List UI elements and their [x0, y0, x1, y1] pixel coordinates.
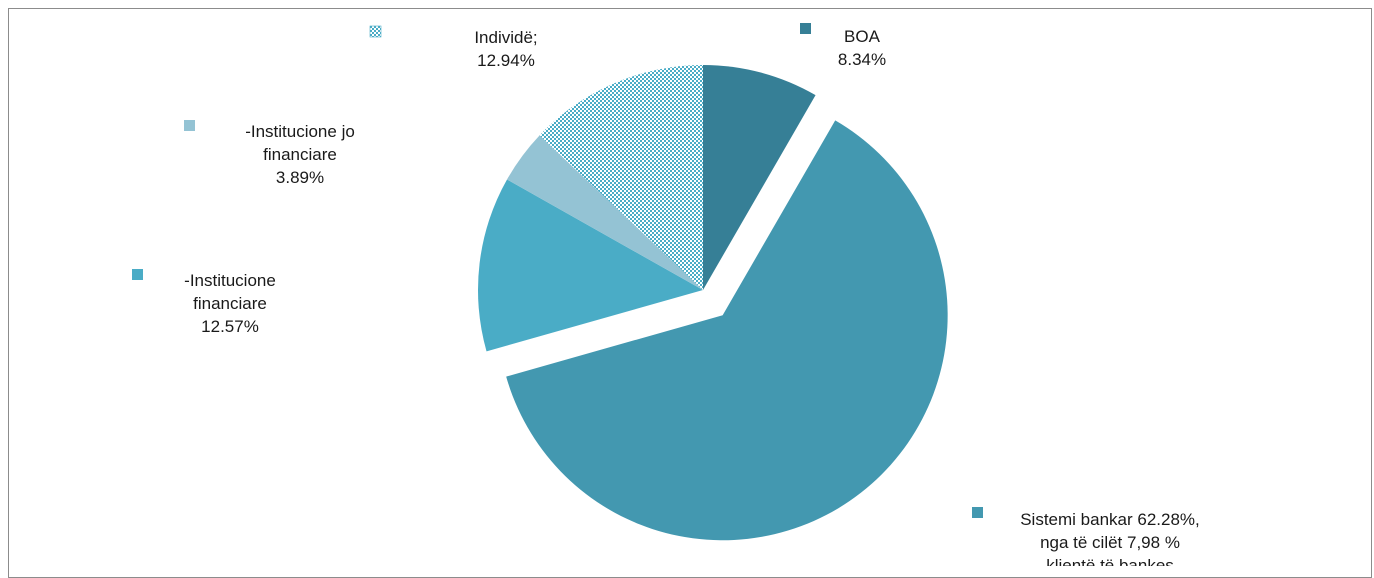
label-line: financiare — [193, 294, 267, 313]
legend-key-boa — [800, 23, 811, 34]
legend-key-institucione-financiare — [132, 269, 143, 280]
pie-slice-institucione-jo-financiare — [507, 135, 703, 290]
legend-key-individë — [369, 25, 382, 38]
label-line: 12.94% — [477, 51, 535, 70]
data-label-institucione-financiare: -Institucione financiare 12.57% — [132, 269, 276, 336]
label-line: Sistemi bankar 62.28%, — [1020, 510, 1200, 529]
label-line: -Institucione — [184, 271, 276, 290]
label-line: Individë; — [474, 28, 537, 47]
label-line: nga të cilët 7,98 % — [1040, 533, 1180, 552]
label-line: 8.34% — [838, 50, 886, 69]
data-label-boa: BOA 8.34% — [800, 23, 886, 69]
pie-slice-sistemi-bankar — [506, 120, 948, 541]
pie-slice-individë — [539, 65, 703, 290]
label-line: klientë të bankes — [1046, 556, 1174, 566]
legend-key-institucione-jo-financiare — [184, 120, 195, 131]
pie-slice-institucione-financiare — [478, 179, 703, 352]
label-line: -Institucione jo — [245, 122, 355, 141]
label-line: 3.89% — [276, 168, 324, 187]
data-label-sistemi-bankar: Sistemi bankar 62.28%, nga të cilët 7,98 … — [972, 507, 1200, 566]
pie-slice-boa — [703, 65, 816, 290]
pie-chart: BOA 8.34% Sistemi bankar 62.28%, nga të cil… — [132, 23, 1200, 566]
data-label-institucione-jo-financiare: -Institucione jo financiare 3.89% — [184, 120, 355, 187]
legend-key-sistemi-bankar — [972, 507, 983, 518]
label-line: BOA — [844, 27, 881, 46]
label-line: 12.57% — [201, 317, 259, 336]
label-line: financiare — [263, 145, 337, 164]
data-label-individë: Individë; 12.94% — [369, 25, 538, 70]
